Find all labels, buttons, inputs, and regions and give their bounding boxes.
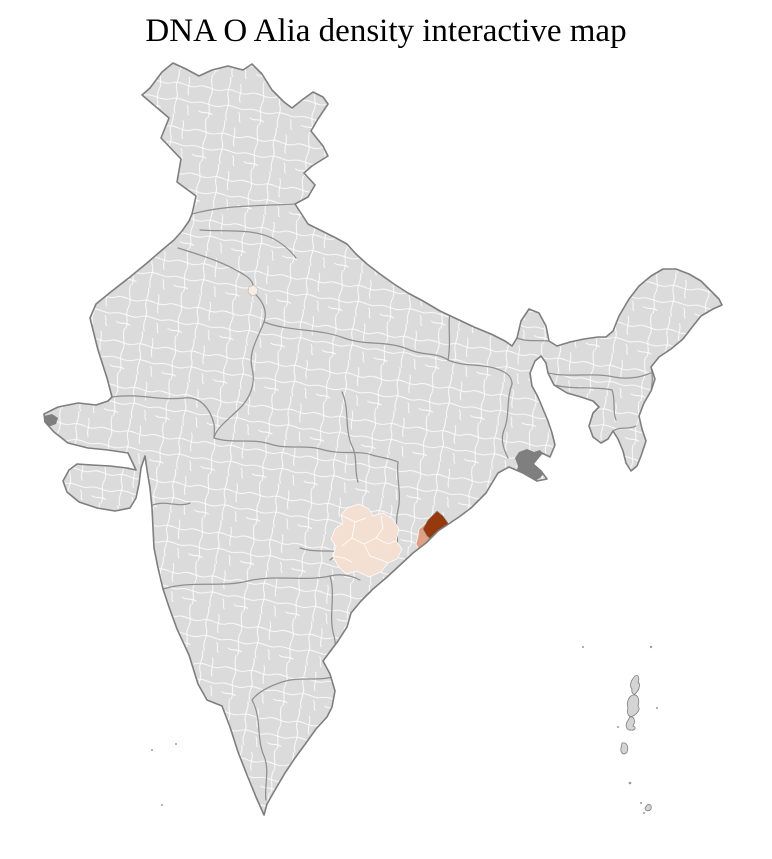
highlight-cluster-low[interactable]	[330, 503, 403, 578]
andaman-nicobar-islands[interactable]	[582, 645, 658, 814]
lakshadweep-islands[interactable]	[151, 743, 177, 806]
district-boundaries-mesh	[44, 63, 722, 815]
state-boundaries	[111, 203, 665, 801]
page-title: DNA O Alia density interactive map	[145, 13, 627, 49]
highlight-district-very-low[interactable]	[247, 284, 259, 297]
